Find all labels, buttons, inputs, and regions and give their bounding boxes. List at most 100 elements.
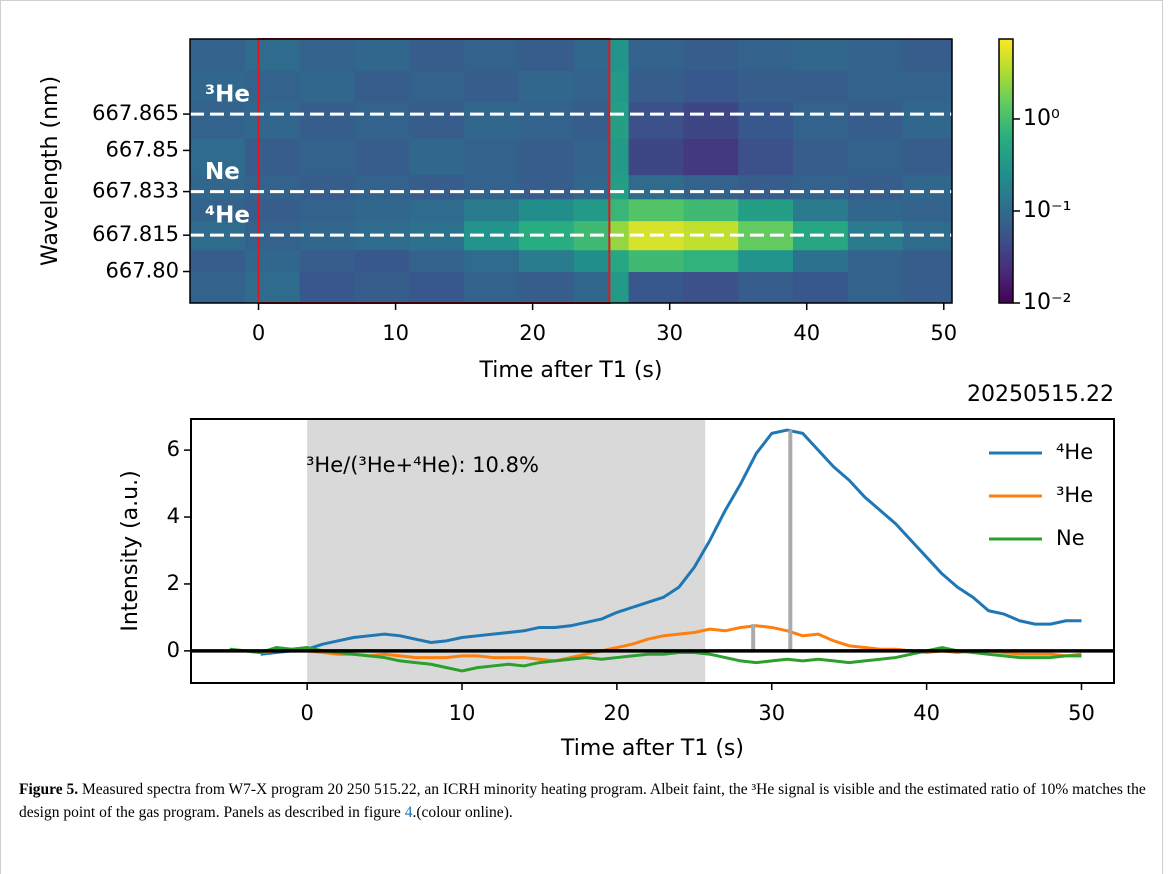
heatmap-cell xyxy=(354,174,410,200)
heatmap-cell xyxy=(464,70,520,103)
heatmap-cell xyxy=(299,70,355,103)
x-tick-label: 30 xyxy=(758,701,785,725)
heatmap-cell xyxy=(847,138,904,176)
heatmap-cell xyxy=(573,39,610,71)
heatmap-cell xyxy=(902,198,953,222)
heatmap-cell xyxy=(793,39,849,71)
heatmap-cell xyxy=(299,101,355,139)
heatmap-cell xyxy=(190,70,246,103)
heatmap-cell xyxy=(738,220,794,251)
heatmap-cell xyxy=(354,138,410,176)
heatmap-cell xyxy=(354,249,410,273)
heatmap-cell xyxy=(409,271,465,304)
legend-label: ³He xyxy=(1056,483,1093,507)
heatmap-cell xyxy=(573,138,610,176)
heatmap-cell xyxy=(902,249,953,273)
x-axis-label: Time after T1 (s) xyxy=(560,736,744,761)
series-line xyxy=(229,646,1082,673)
heatmap-cell xyxy=(299,198,355,222)
heatmap-cell xyxy=(628,198,684,222)
caption-end: .(colour online). xyxy=(412,804,513,821)
x-tick-label: 20 xyxy=(519,321,546,345)
heatmap-cell xyxy=(609,101,630,139)
figure-link[interactable]: 4 xyxy=(404,804,413,821)
heatmap-cell xyxy=(628,174,684,200)
heatmap-cell xyxy=(409,39,465,71)
annotation: ³He/(³He+⁴He): 10.8% xyxy=(306,453,539,477)
heatmap-cell xyxy=(683,138,739,176)
heatmap-cell xyxy=(902,138,953,176)
heatmap-cell xyxy=(409,70,465,103)
heatmap-cell xyxy=(190,174,246,200)
heatmap-cell xyxy=(793,174,849,200)
reference-label: ⁴He xyxy=(205,203,250,229)
y-tick-label: 667.815 xyxy=(92,222,179,246)
heatmap-cell xyxy=(354,70,410,103)
plot-frame xyxy=(190,418,1115,684)
heatmap-cell xyxy=(793,101,849,139)
heatmap-cell xyxy=(518,101,575,139)
heatmap-cell xyxy=(518,249,575,273)
heatmap-cell xyxy=(409,138,465,176)
heatmap-cell xyxy=(902,271,953,304)
heatmap-cell xyxy=(409,249,465,273)
colorbar-tick-label: 10⁻¹ xyxy=(1023,198,1071,223)
heatmap-cell xyxy=(847,249,904,273)
heatmap-cell xyxy=(518,198,575,222)
heatmap-cell xyxy=(793,249,849,273)
heatmap-cell xyxy=(190,198,246,222)
heatmap-cell xyxy=(518,70,575,103)
heatmap-cell xyxy=(683,271,739,304)
x-tick-label: 20 xyxy=(604,701,631,725)
shaded-window xyxy=(307,419,706,683)
heatmap-cell xyxy=(738,101,794,139)
y-tick-label: 4 xyxy=(167,504,180,528)
heatmap-cell xyxy=(518,220,575,251)
plot-frame xyxy=(189,38,953,304)
chart-title: 20250515.22 xyxy=(967,382,1114,407)
heatmap-cell xyxy=(464,271,520,304)
heatmap-cell xyxy=(190,39,246,71)
heatmap-cell xyxy=(573,249,610,273)
y-axis-label: Intensity (a.u.) xyxy=(118,470,143,631)
y-tick-label: 0 xyxy=(167,638,180,662)
heatmap-cell xyxy=(464,138,520,176)
heatmap-cell xyxy=(299,39,355,71)
x-tick-label: 40 xyxy=(793,321,820,345)
heatmap-cell xyxy=(793,138,849,176)
heatmap-cell xyxy=(609,138,630,176)
heatmap-cell xyxy=(902,39,953,71)
series-line xyxy=(260,428,1082,656)
heatmap-cell xyxy=(299,174,355,200)
heatmap-cell xyxy=(628,138,684,176)
x-tick-label: 40 xyxy=(913,701,940,725)
heatmap-cell xyxy=(573,101,610,139)
y-axis-label: Wavelength (nm) xyxy=(38,76,63,266)
heatmap-cell xyxy=(573,174,610,200)
x-tick-label: 0 xyxy=(300,701,313,725)
heatmap-cell xyxy=(847,198,904,222)
heatmap-cell xyxy=(190,101,246,139)
heatmap-cell xyxy=(299,249,355,273)
heatmap-cell xyxy=(793,70,849,103)
legend-label: ⁴He xyxy=(1056,440,1093,464)
heatmap-cell xyxy=(244,101,301,139)
heatmap-cell xyxy=(573,271,610,304)
heatmap-cell xyxy=(847,174,904,200)
heatmap-cell xyxy=(738,138,794,176)
heatmap-cell xyxy=(299,138,355,176)
heatmap-cell xyxy=(354,198,410,222)
heatmap-cell xyxy=(609,70,630,103)
caption: Figure 5. Measured spectra from W7-X pro… xyxy=(19,778,1149,824)
heatmap-cell xyxy=(464,39,520,71)
heatmap-cell xyxy=(683,70,739,103)
reference-label: ³He xyxy=(205,82,250,108)
heatmap-cell xyxy=(683,249,739,273)
legend-label: Ne xyxy=(1056,526,1085,550)
heatmap-cell xyxy=(738,198,794,222)
y-tick-label: 667.833 xyxy=(92,179,179,203)
heatmap-cell xyxy=(683,198,739,222)
heatmap-cell xyxy=(738,39,794,71)
heatmap-cell xyxy=(609,39,630,71)
